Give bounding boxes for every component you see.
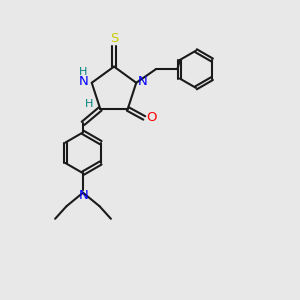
Text: H: H: [79, 67, 88, 77]
Text: O: O: [146, 111, 157, 124]
Text: N: N: [79, 75, 88, 88]
Text: H: H: [85, 98, 93, 109]
Text: N: N: [138, 75, 148, 88]
Text: S: S: [110, 32, 119, 46]
Text: N: N: [79, 189, 88, 202]
